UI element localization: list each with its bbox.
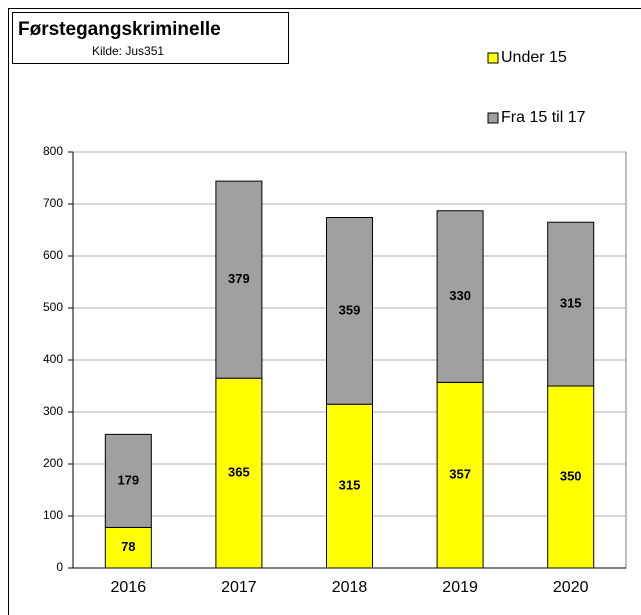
- bar-segment: [547, 385, 595, 569]
- data-label: 359: [339, 302, 361, 317]
- data-label: 179: [117, 472, 139, 487]
- data-label: 315: [339, 478, 361, 493]
- chart-frame: [8, 8, 641, 615]
- y-tick-label: 100: [43, 508, 63, 522]
- x-tick-label: 2017: [221, 579, 257, 596]
- y-tick-label: 300: [43, 404, 63, 418]
- legend-label: Under 15: [501, 49, 567, 66]
- x-tick-label: 2019: [442, 579, 478, 596]
- data-label: 357: [449, 467, 471, 482]
- bar-segment: [436, 381, 484, 569]
- y-tick-label: 600: [43, 248, 63, 262]
- chart-title: Førstegangskriminelle: [18, 19, 221, 40]
- x-tick-label: 2020: [553, 579, 589, 596]
- bar-segment: [436, 210, 484, 383]
- y-tick-label: 700: [43, 196, 63, 210]
- y-tick-label: 200: [43, 456, 63, 470]
- chart-subtitle: Kilde: Jus351: [92, 44, 164, 58]
- data-label: 350: [560, 468, 582, 483]
- y-tick-label: 400: [43, 352, 63, 366]
- data-label: 330: [449, 288, 471, 303]
- bar-segment: [215, 180, 263, 379]
- bar-segment: [215, 377, 263, 569]
- legend-label: Fra 15 til 17: [501, 109, 586, 126]
- legend-swatch: [487, 52, 499, 64]
- bar-segment: [326, 217, 373, 405]
- data-label: 78: [121, 539, 135, 554]
- bar-segment: [104, 526, 152, 569]
- x-tick-label: 2018: [332, 579, 368, 596]
- bar-segment: [547, 221, 595, 387]
- data-label: 365: [228, 465, 250, 480]
- bar-segment: [104, 433, 152, 528]
- legend-swatch: [487, 112, 499, 124]
- x-tick-label: 2016: [111, 579, 147, 596]
- y-tick-label: 0: [56, 560, 63, 574]
- y-tick-label: 800: [43, 144, 63, 158]
- data-label: 379: [228, 271, 250, 286]
- y-tick-label: 500: [43, 300, 63, 314]
- data-label: 315: [560, 296, 582, 311]
- title-box: [12, 12, 289, 64]
